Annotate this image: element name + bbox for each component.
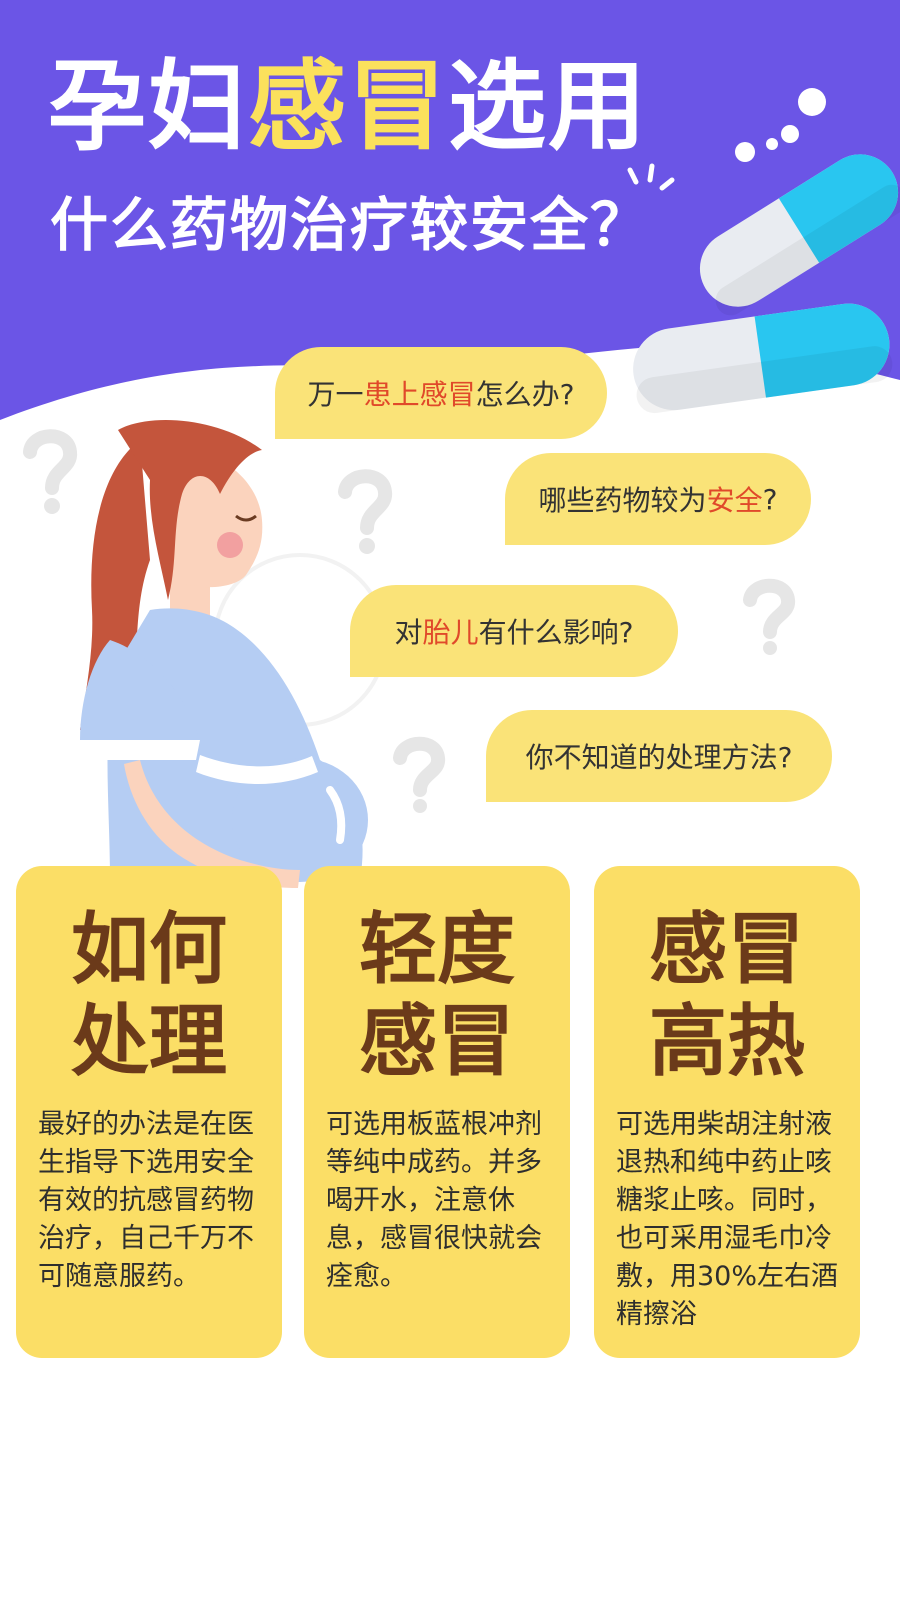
question-text: 你不知道的处理方法? bbox=[525, 741, 793, 774]
question-text: 有什么影响? bbox=[478, 616, 634, 649]
pregnant-woman-illustration bbox=[80, 419, 368, 888]
info-card-high-fever: 感冒 高热 可选用柴胡注射液退热和纯中药止咳糖浆止咳。同时，也可采用湿毛巾冷敷，… bbox=[594, 866, 860, 1358]
capsule-icon bbox=[633, 303, 893, 414]
header-background bbox=[0, 0, 900, 420]
card-text: 可选用柴胡注射液退热和纯中药止咳糖浆止咳。同时，也可采用湿毛巾冷敷，用30%左右… bbox=[616, 1109, 839, 1330]
spark-lines bbox=[627, 163, 675, 191]
card-text: 最好的办法是在医生指导下选用安全有效的抗感冒药物治疗，自己千万不可随意服药。 bbox=[38, 1109, 254, 1292]
question-highlight: 患上感冒 bbox=[363, 378, 476, 411]
card-heading: 轻度 感冒 bbox=[304, 904, 570, 1088]
card-heading-line: 轻度 bbox=[358, 905, 515, 995]
question-text: 万一 bbox=[307, 378, 364, 411]
card-heading: 如何 处理 bbox=[16, 904, 282, 1088]
question-text: ? bbox=[762, 482, 778, 516]
capsule-icon bbox=[699, 154, 900, 316]
decorative-dots bbox=[735, 88, 826, 162]
question-text: 对 bbox=[394, 616, 423, 649]
title-part1: 孕妇 bbox=[48, 50, 249, 164]
question-text: 哪些药物较为 bbox=[538, 484, 707, 517]
question-text: 怎么办? bbox=[475, 378, 575, 411]
title-highlight: 感冒 bbox=[248, 50, 449, 164]
question-highlight: 安全 bbox=[706, 484, 763, 517]
card-heading: 感冒 高热 bbox=[594, 904, 860, 1088]
question-bubble: 哪些药物较为 安全? bbox=[505, 453, 811, 545]
question-bubble: 对胎儿 有什么影响? bbox=[350, 585, 678, 677]
info-card-handling: 如何 处理 最好的办法是在医生指导下选用安全有效的抗感冒药物治疗，自己千万不可随… bbox=[16, 866, 282, 1358]
card-heading-line: 高热 bbox=[648, 997, 805, 1087]
card-heading-line: 感冒 bbox=[648, 905, 805, 995]
question-mark-icon bbox=[23, 429, 795, 797]
question-highlight: 胎儿 bbox=[422, 616, 479, 649]
question-bubble: 万一 患上感冒 怎么办? bbox=[275, 347, 607, 439]
card-heading-line: 如何 bbox=[70, 905, 227, 995]
page-title: 孕妇感冒选用 bbox=[48, 58, 648, 156]
page-subtitle: 什么药物治疗较安全？ bbox=[50, 191, 651, 259]
card-text: 可选用板蓝根冲剂等纯中成药。并多喝开水，注意休息，感冒很快就会痊愈。 bbox=[326, 1109, 542, 1292]
title-part2: 选用 bbox=[448, 50, 649, 164]
question-bubble: 你不知道的处理方法? bbox=[486, 710, 832, 802]
card-heading-line: 感冒 bbox=[358, 997, 515, 1087]
info-card-mild-cold: 轻度 感冒 可选用板蓝根冲剂等纯中成药。并多喝开水，注意休息，感冒很快就会痊愈。 bbox=[304, 866, 570, 1358]
card-heading-line: 处理 bbox=[70, 997, 227, 1087]
